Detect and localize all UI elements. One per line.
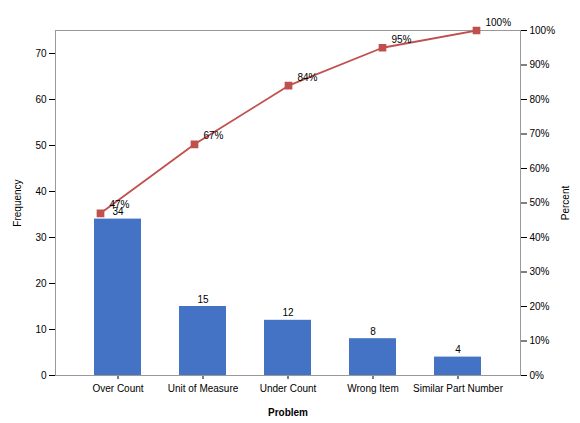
svg-text:4: 4 (455, 344, 461, 355)
svg-text:95%: 95% (392, 34, 412, 45)
svg-text:67%: 67% (204, 130, 224, 141)
svg-text:90%: 90% (530, 59, 550, 70)
svg-text:Frequency: Frequency (12, 179, 23, 226)
svg-text:40: 40 (35, 186, 47, 197)
svg-text:0: 0 (41, 370, 47, 381)
svg-text:10%: 10% (530, 335, 550, 346)
svg-text:50%: 50% (530, 197, 550, 208)
svg-text:50: 50 (35, 140, 47, 151)
svg-text:84%: 84% (298, 72, 318, 83)
svg-text:20%: 20% (530, 301, 550, 312)
svg-text:70%: 70% (530, 128, 550, 139)
svg-text:Over Count: Over Count (92, 383, 143, 394)
svg-text:Unit of Measure: Unit of Measure (168, 383, 239, 394)
svg-text:47%: 47% (110, 199, 130, 210)
svg-text:Wrong Item: Wrong Item (347, 383, 399, 394)
svg-text:30: 30 (35, 232, 47, 243)
svg-text:30%: 30% (530, 266, 550, 277)
svg-text:100%: 100% (486, 17, 512, 28)
svg-text:8: 8 (370, 326, 376, 337)
svg-text:Problem: Problem (268, 407, 308, 418)
svg-text:60: 60 (35, 94, 47, 105)
svg-text:Similar Part Number: Similar Part Number (413, 383, 504, 394)
svg-text:100%: 100% (530, 25, 556, 36)
svg-text:40%: 40% (530, 232, 550, 243)
svg-text:20: 20 (35, 278, 47, 289)
svg-text:70: 70 (35, 48, 47, 59)
svg-text:34: 34 (112, 206, 124, 218)
svg-text:60%: 60% (530, 163, 550, 174)
svg-text:Percent: Percent (560, 186, 571, 221)
svg-text:0%: 0% (530, 370, 545, 381)
svg-text:Under Count: Under Count (260, 383, 317, 394)
svg-text:15: 15 (197, 294, 209, 305)
svg-text:80%: 80% (530, 94, 550, 105)
svg-text:12: 12 (282, 307, 294, 318)
svg-text:10: 10 (35, 324, 47, 335)
